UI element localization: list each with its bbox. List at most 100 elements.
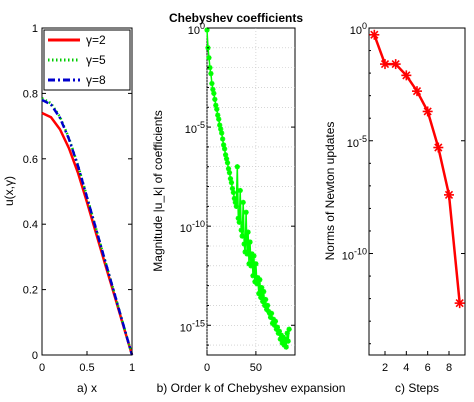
coefficient-marker xyxy=(245,229,251,235)
coefficient-marker xyxy=(243,209,249,215)
panel-b-plot xyxy=(204,27,292,350)
ytick-label: 1 xyxy=(32,23,38,35)
coefficient-marker xyxy=(276,328,282,334)
newton-update-marker xyxy=(369,29,380,40)
coefficient-marker xyxy=(215,112,221,118)
coefficient-marker xyxy=(268,310,275,316)
coefficient-marker xyxy=(238,227,244,233)
coefficient-marker xyxy=(239,233,245,239)
coefficient-marker xyxy=(248,263,254,269)
newton-update-marker xyxy=(422,106,433,117)
xtick-label: 0.5 xyxy=(79,362,94,374)
xtick-label: 0 xyxy=(39,362,45,374)
coefficient-marker xyxy=(212,96,218,102)
coefficient-marker xyxy=(210,86,216,93)
coefficient-marker xyxy=(283,344,289,350)
coefficient-marker xyxy=(254,281,260,287)
panel-a: 0 0.2 0.4 0.6 0.8 1 0 0.5 1 a) x u(x,γ) γ=2 γ=5 … xyxy=(2,23,135,395)
coefficient-marker xyxy=(229,185,236,192)
newton-update-marker xyxy=(433,142,444,153)
panel-c-ylabel: Norms of Newton updates xyxy=(323,122,337,261)
coefficient-marker xyxy=(235,215,241,221)
coefficient-marker xyxy=(285,338,291,344)
newton-update-marker xyxy=(412,86,422,97)
coefficient-marker xyxy=(227,176,234,182)
coefficient-marker xyxy=(228,179,235,186)
panel-a-plot xyxy=(41,97,134,356)
xtick-label: 0 xyxy=(204,362,210,374)
panel-b-grid xyxy=(206,28,295,355)
ytick-label: 10-5 xyxy=(347,134,367,150)
coefficient-marker xyxy=(209,80,215,87)
ytick-label: 10-5 xyxy=(185,120,205,136)
coefficient-marker xyxy=(272,318,279,324)
coefficient-marker xyxy=(253,261,259,267)
newton-update-marker xyxy=(444,189,454,200)
legend-label-gamma-8: γ=8 xyxy=(86,73,106,87)
panel-a-ylabel: u(x,γ) xyxy=(2,176,16,206)
coefficient-marker xyxy=(219,130,225,136)
xtick-label: 6 xyxy=(425,362,431,374)
ytick-label: 10-15 xyxy=(180,318,205,334)
panel-b-ylabel: Magnitude |u_k| of coefficients xyxy=(151,110,165,271)
xtick-label: 50 xyxy=(250,362,262,374)
xtick-label: 1 xyxy=(129,362,135,374)
coefficient-marker xyxy=(206,55,212,61)
legend-label-gamma-2: γ=2 xyxy=(86,33,106,47)
ytick-label: 10-10 xyxy=(342,247,367,263)
ytick-label: 0.4 xyxy=(23,219,38,231)
coefficient-marker xyxy=(251,253,257,259)
panel-b-xlabel: b) Order k of Chebyshev expansion xyxy=(157,381,346,395)
ytick-label: 0 xyxy=(32,350,38,362)
ytick-label: 10-10 xyxy=(180,219,205,235)
series-line-2 xyxy=(41,98,134,356)
coefficient-marker xyxy=(222,152,229,158)
panel-b-axes-box xyxy=(206,27,296,356)
ytick-label: 0.8 xyxy=(23,88,38,100)
ytick-label: 0.2 xyxy=(23,285,38,297)
coefficient-marker xyxy=(241,241,247,247)
panel-c-plot xyxy=(369,29,465,309)
coefficient-marker xyxy=(225,166,232,172)
coefficient-marker xyxy=(208,70,214,77)
coefficient-marker xyxy=(244,251,250,257)
coefficient-marker xyxy=(216,116,222,122)
coefficient-marker xyxy=(258,294,264,301)
panel-b-title: Chebyshev coefficients xyxy=(169,11,303,25)
coefficient-marker xyxy=(240,199,246,205)
coefficient-marker xyxy=(213,102,219,108)
panel-a-ticks: 0 0.2 0.4 0.6 0.8 1 0 0.5 1 xyxy=(23,23,135,374)
coefficient-marker xyxy=(261,288,267,295)
coefficient-marker xyxy=(263,296,269,303)
coefficient-marker xyxy=(234,164,240,170)
coefficient-marker xyxy=(230,189,236,196)
coefficient-marker xyxy=(226,170,233,176)
panel-c-axes-box xyxy=(368,27,466,356)
coefficient-marker xyxy=(224,160,231,166)
panel-a-xlabel: a) x xyxy=(77,381,97,395)
coefficient-marker xyxy=(247,239,253,245)
coefficient-marker xyxy=(237,187,243,194)
coefficient-marker xyxy=(220,136,226,142)
coefficient-marker xyxy=(223,156,230,162)
newton-update-marker xyxy=(380,59,390,70)
coefficient-marker xyxy=(257,277,263,283)
coefficient-marker xyxy=(221,142,227,148)
coefficient-marker xyxy=(250,273,256,279)
xtick-label: 2 xyxy=(382,362,388,374)
ytick-label: 0.6 xyxy=(23,154,38,166)
newton-update-marker xyxy=(390,59,401,70)
coefficient-marker xyxy=(211,90,217,96)
coefficient-marker xyxy=(259,285,265,291)
coefficient-marker xyxy=(232,199,238,205)
coefficient-marker xyxy=(265,302,271,309)
coefficient-marker xyxy=(222,146,228,152)
coefficient-marker xyxy=(231,195,237,202)
coefficient-marker xyxy=(284,330,290,336)
coefficient-marker xyxy=(214,106,220,112)
coefficient-marker xyxy=(217,122,223,128)
xtick-label: 8 xyxy=(446,362,452,374)
coefficient-marker xyxy=(218,126,224,132)
coefficient-marker xyxy=(233,203,239,209)
